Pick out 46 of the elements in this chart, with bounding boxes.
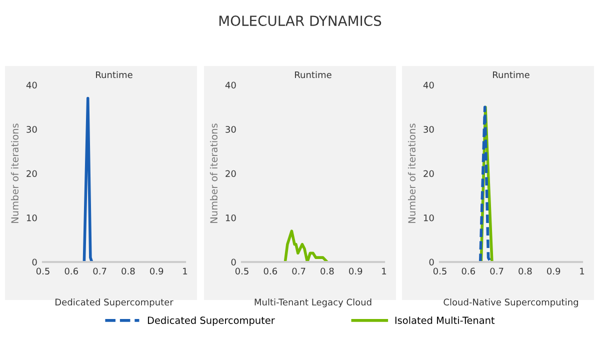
y-tick-label: 10 (26, 214, 37, 222)
x-tick-label: 0.8 (320, 268, 334, 275)
x-tick-label: 0.7 (490, 268, 504, 275)
x-tick-label: 0.5 (36, 268, 50, 275)
y-tick-label: 40 (26, 82, 37, 89)
line-series (284, 230, 329, 262)
y-axis-title: Number of iterations (408, 124, 416, 223)
x-axis-title: Dedicated Supercomputer (56, 298, 174, 308)
x-axis-title: Multi-Tenant Legacy Cloud (254, 298, 372, 308)
x-tick-label: 0.6 (264, 268, 278, 275)
y-tick-label: 0 (32, 258, 37, 266)
chart-title: MOLECULAR DYNAMICS (219, 16, 382, 26)
y-tick-label: 0 (429, 258, 434, 266)
y-axis-title: Number of iterations (210, 124, 218, 223)
y-tick-label: 40 (423, 82, 434, 89)
y-tick-label: 30 (26, 126, 37, 133)
y-axis-title: Number of iterations (10, 124, 19, 223)
y-tick-label: 20 (26, 170, 37, 178)
x-tick-label: 0.7 (93, 268, 106, 275)
x-tick-label: 0.9 (547, 268, 560, 275)
x-tick-label: 1 (580, 268, 584, 274)
x-tick-label: 0.5 (433, 268, 446, 275)
x-tick-label: 0.8 (518, 268, 532, 275)
x-tick-label: 0.9 (349, 268, 362, 275)
y-tick-label: 10 (424, 214, 434, 222)
x-axis-title: Cloud-Native Supercomputing (444, 298, 578, 308)
y-tick-label: 20 (424, 170, 434, 178)
y-tick-label: 30 (226, 126, 236, 133)
y-tick-label: 20 (226, 170, 236, 178)
x-tick-label: 0.8 (122, 268, 135, 275)
chart-subtitle: Runtime (493, 71, 530, 78)
x-tick-label: 1 (382, 268, 386, 274)
chart-subtitle: Runtime (295, 71, 332, 78)
legend-label: Isolated Multi-Tenant (395, 316, 495, 324)
x-tick-label: 0.7 (292, 268, 306, 275)
y-tick-label: 30 (424, 126, 434, 133)
legend-label: Dedicated Supercomputer (148, 316, 275, 326)
x-tick-label: 0.6 (462, 268, 476, 275)
x-tick-label: 0.6 (64, 268, 78, 275)
y-tick-label: 40 (225, 82, 236, 89)
x-tick-label: 0.9 (150, 268, 164, 275)
x-tick-label: 0.5 (235, 268, 248, 275)
y-tick-label: 0 (231, 258, 236, 266)
y-tick-label: 10 (226, 214, 236, 222)
x-tick-label: 1 (183, 268, 188, 274)
chart-subtitle: Runtime (96, 71, 132, 78)
